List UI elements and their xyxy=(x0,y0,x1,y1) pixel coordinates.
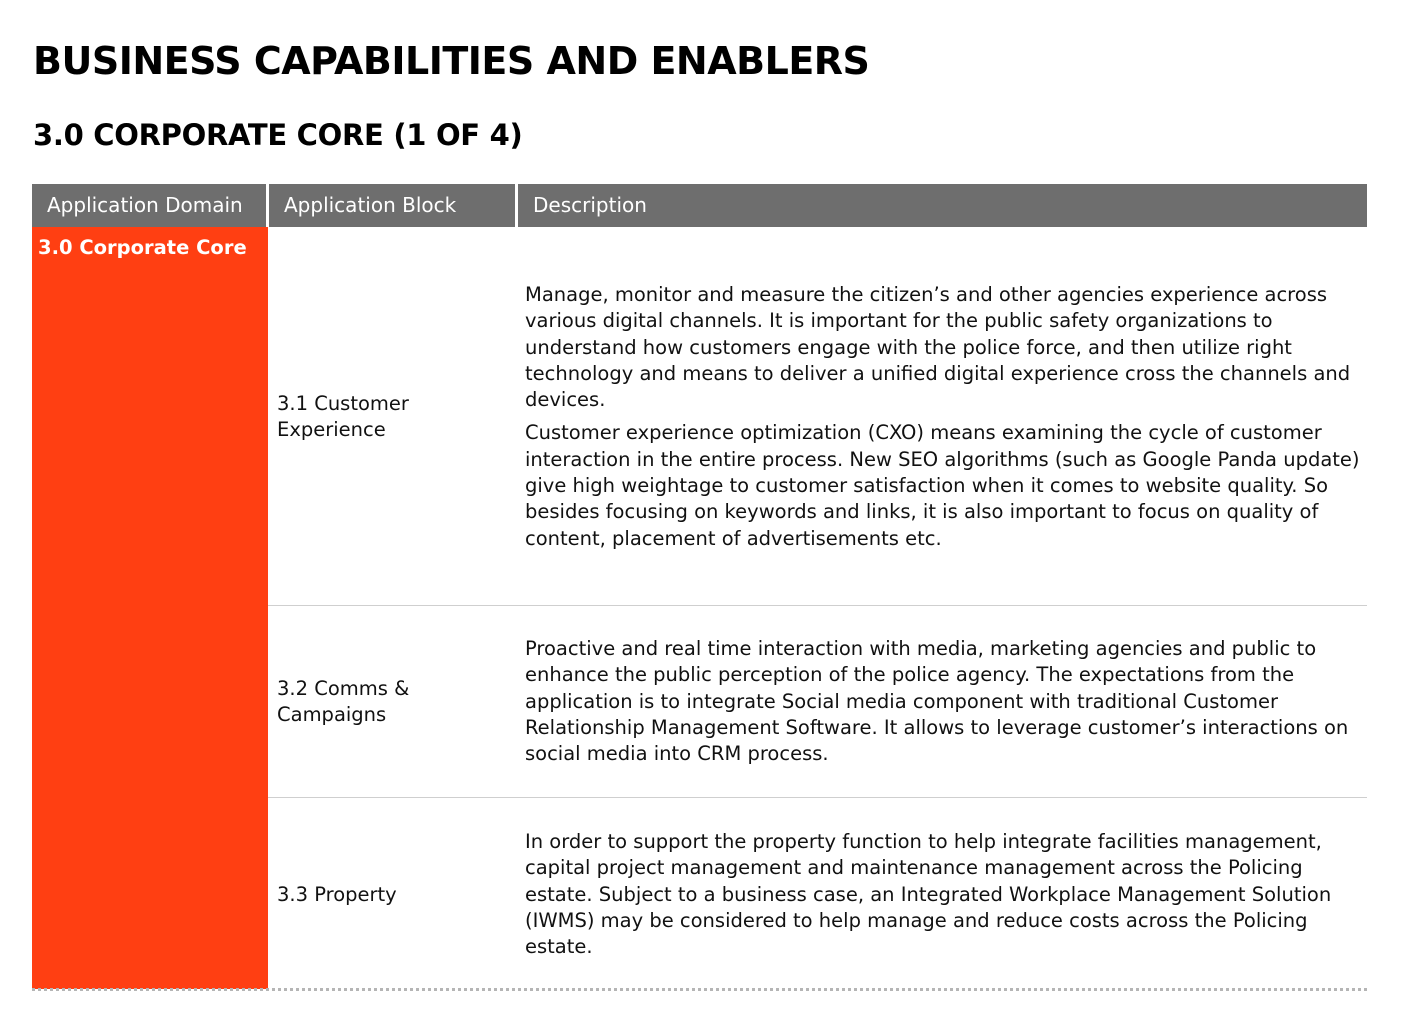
description-paragraph: Customer experience optimization (CXO) m… xyxy=(525,421,1360,550)
table-row-customer-experience: 3.1 Customer Experience Manage, monitor … xyxy=(268,227,1367,605)
application-block-name: 3.1 Customer Experience xyxy=(277,392,409,442)
description-paragraph: Manage, monitor and measure the citizen’… xyxy=(525,283,1351,412)
application-description: Manage, monitor and measure the citizen’… xyxy=(525,282,1365,552)
application-domain-label: 3.0 Corporate Core xyxy=(38,236,247,259)
application-description: In order to support the property functio… xyxy=(525,829,1365,960)
header-application-domain: Application Domain xyxy=(32,184,266,227)
row-divider xyxy=(268,605,1367,606)
application-block-name: 3.3 Property xyxy=(277,883,397,906)
section-title: 3.0 CORPORATE CORE (1 OF 4) xyxy=(33,118,523,152)
table-row-property: 3.3 Property In order to support the pro… xyxy=(268,798,1367,988)
description-paragraph: In order to support the property functio… xyxy=(525,830,1332,959)
bottom-dotted-rule xyxy=(32,988,1367,991)
application-description: Proactive and real time interaction with… xyxy=(525,636,1365,767)
row-divider xyxy=(268,797,1367,798)
application-domain-cell: 3.0 Corporate Core xyxy=(32,227,268,989)
page-title: BUSINESS CAPABILITIES AND ENABLERS xyxy=(33,39,870,83)
header-description: Description xyxy=(518,184,1367,227)
table-header-row: Application Domain Application Block Des… xyxy=(32,184,1367,227)
application-block-name: 3.2 Comms & Campaigns xyxy=(277,677,410,727)
table-row-comms-campaigns: 3.2 Comms & Campaigns Proactive and real… xyxy=(268,606,1367,797)
header-application-block: Application Block xyxy=(269,184,515,227)
description-paragraph: Proactive and real time interaction with… xyxy=(525,637,1349,766)
